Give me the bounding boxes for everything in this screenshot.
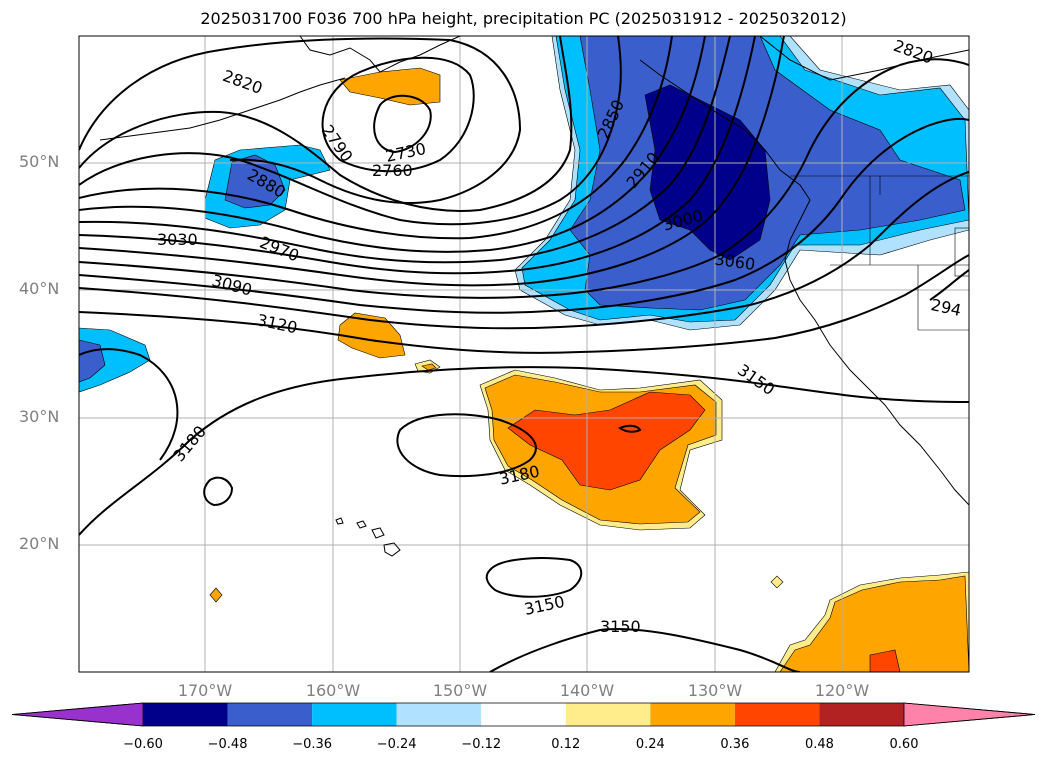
colorbar-tick-label: −0.36	[292, 737, 333, 752]
gridlines	[79, 36, 969, 672]
map-frame	[78, 35, 970, 673]
contour-label: 3030	[157, 230, 198, 249]
lon-label-170w: 170°W	[177, 681, 233, 700]
colorbar-segment	[734, 703, 820, 726]
lon-label-140w: 140°W	[559, 681, 615, 700]
political-boundaries	[790, 175, 969, 331]
map-title: 2025031700 F036 700 hPa height, precipit…	[200, 9, 847, 28]
colorbar-segment	[143, 703, 228, 726]
lon-label-130w: 130°W	[687, 681, 743, 700]
colorbar-segment	[819, 703, 904, 726]
colorbar-tick-label: 0.48	[804, 737, 834, 752]
colorbar-extend-max	[903, 702, 1036, 727]
colorbar-tick-label: 0.36	[720, 737, 750, 752]
contour-label: 2760	[372, 161, 413, 180]
lat-label-40n: 40°N	[19, 279, 60, 298]
colorbar-segment	[312, 703, 397, 726]
colorbar-tick-label: 0.60	[889, 737, 919, 752]
colorbar-tick-label: −0.24	[376, 737, 417, 752]
precip-wet-anomaly	[209, 67, 969, 672]
lat-label-50n: 50°N	[19, 152, 60, 171]
colorbar-segment	[565, 703, 651, 726]
contour-label: 3150	[600, 617, 641, 636]
lat-label-20n: 20°N	[19, 534, 60, 553]
colorbar-tick-label: −0.60	[123, 737, 163, 752]
colorbar-segment	[227, 703, 313, 726]
plot-area: 2820 2790 2730 2760 2880 2850 2910 3000 …	[79, 36, 969, 672]
colorbar-tick-label: −0.48	[207, 737, 248, 752]
colorbar	[11, 702, 1036, 727]
colorbar-segment	[481, 703, 566, 726]
precip-dry-anomaly	[79, 36, 969, 393]
height-contours	[79, 36, 969, 672]
lat-label-30n: 30°N	[19, 407, 60, 426]
lon-label-160w: 160°W	[305, 681, 361, 700]
colorbar-tick-label: 0.24	[635, 737, 665, 752]
colorbar-tick-label: 0.12	[551, 737, 581, 752]
colorbar-tick-label: −0.12	[461, 737, 502, 752]
colorbar-segment	[396, 703, 482, 726]
lon-label-150w: 150°W	[432, 681, 488, 700]
colorbar-segment	[650, 703, 735, 726]
colorbar-extend-min	[11, 702, 144, 727]
lon-label-120w: 120°W	[814, 681, 870, 700]
colorbar-outline	[11, 702, 1036, 727]
